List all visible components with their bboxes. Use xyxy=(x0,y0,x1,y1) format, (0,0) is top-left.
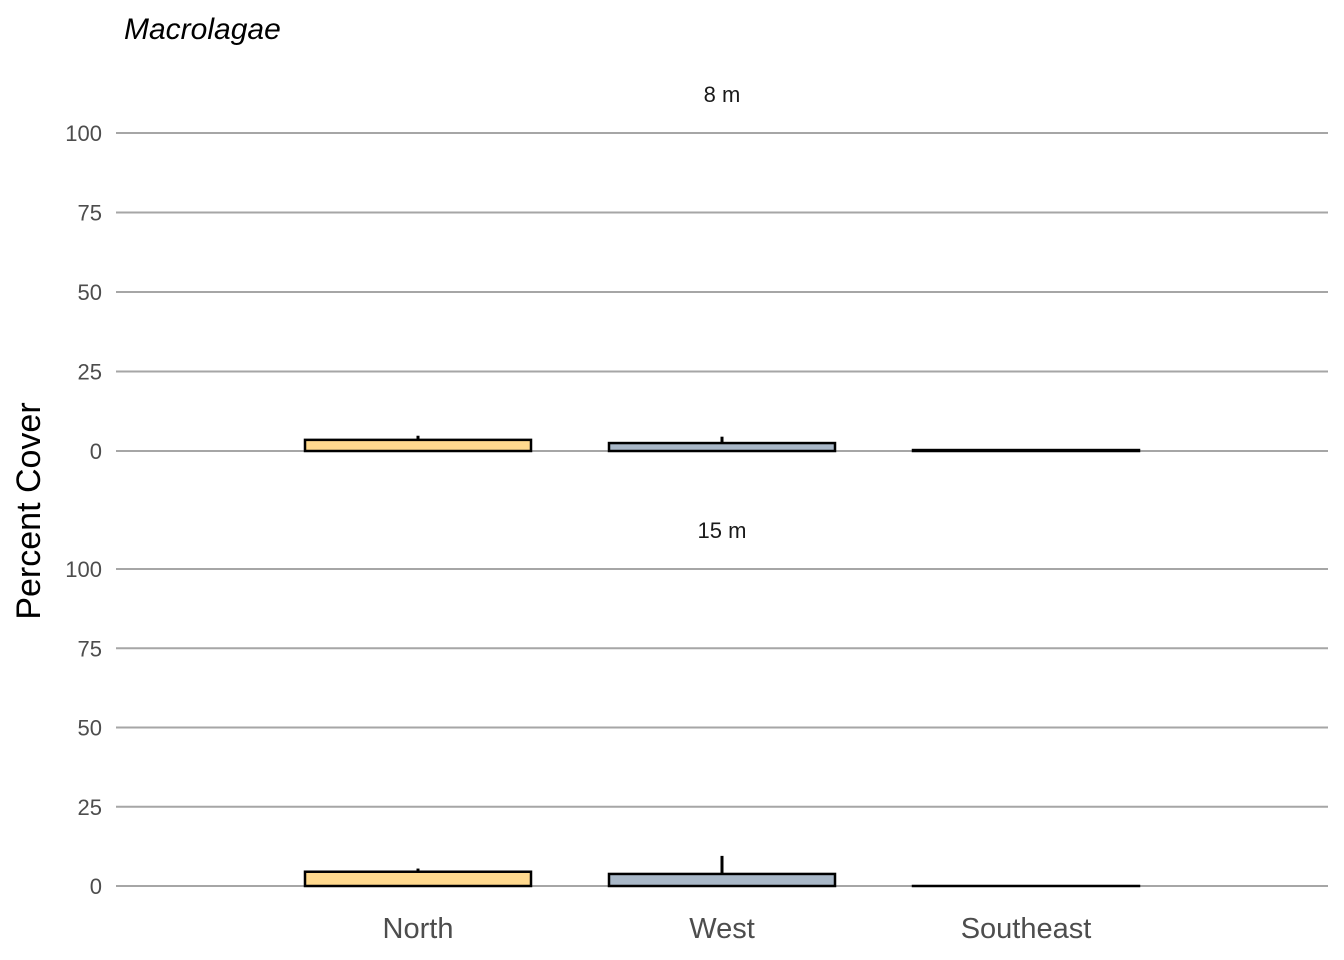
panel-strip-label: 8 m xyxy=(704,82,741,107)
y-tick-label: 75 xyxy=(78,636,102,661)
y-tick-label: 25 xyxy=(78,360,102,385)
y-tick-label: 50 xyxy=(78,716,102,741)
x-tick-label: North xyxy=(383,913,454,945)
y-tick-label: 25 xyxy=(78,795,102,820)
y-tick-label: 0 xyxy=(90,874,102,899)
bar-southeast xyxy=(911,448,1141,453)
chart-title: Macrolagae xyxy=(124,13,281,46)
y-tick-label: 0 xyxy=(90,439,102,464)
panel-8m: 8 m 0 25 50 75 100 xyxy=(65,82,1328,464)
bar-west xyxy=(607,441,837,453)
x-tick-label: West xyxy=(689,913,755,945)
panel-15m: 15 m 0 25 50 75 100 xyxy=(65,518,1328,899)
y-tick-label: 50 xyxy=(78,280,102,305)
x-axis: North West Southeast xyxy=(383,913,1092,945)
bar-west xyxy=(607,872,837,888)
panel-strip-label: 15 m xyxy=(698,518,747,543)
y-tick-label: 75 xyxy=(78,201,102,226)
bar-north xyxy=(303,870,533,888)
y-tick-label: 100 xyxy=(65,121,102,146)
x-tick-label: Southeast xyxy=(961,913,1092,945)
bar-north xyxy=(303,438,533,453)
y-tick-label: 100 xyxy=(65,557,102,582)
y-axis-label: Percent Cover xyxy=(10,402,48,619)
